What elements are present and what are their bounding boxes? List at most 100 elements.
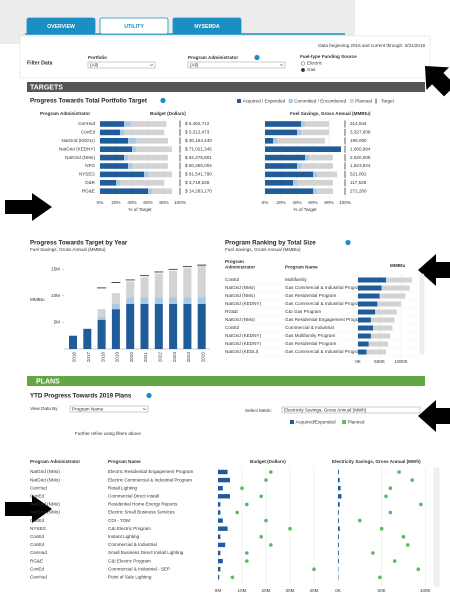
bar-segment (100, 154, 124, 161)
bar (338, 518, 339, 523)
tab[interactable] (26, 17, 96, 35)
info-icon[interactable] (146, 392, 152, 399)
bar (358, 349, 367, 355)
bar-segment (183, 297, 192, 304)
bar-segment (144, 171, 148, 178)
chart-title: Progress Towards Total Portfolio Target (30, 98, 147, 105)
value-label: $ 62,275,801 (185, 155, 212, 160)
bar-segment (265, 146, 341, 152)
dropdown-value: (All) (190, 62, 199, 67)
bar-segment (183, 268, 192, 298)
row-label: C&I Gas Program (285, 309, 321, 314)
x-tick-label: 60% (143, 200, 152, 205)
bar-segment (69, 335, 77, 349)
dropdown[interactable] (281, 406, 421, 414)
bar-segment (97, 319, 106, 349)
value-label: 2,520,005 (350, 155, 371, 160)
bar-segment (116, 180, 120, 186)
tab-label: UTILITY (124, 24, 144, 30)
filter-title: Filter Data (27, 60, 52, 66)
column-header: Program (225, 259, 244, 264)
bar-segment (197, 265, 206, 298)
planned-dot (259, 494, 264, 499)
bar-segment (100, 121, 124, 127)
row-label: RG&E (225, 309, 238, 314)
bar-segment (265, 163, 297, 169)
row-label: C&I Electric Program (108, 526, 151, 531)
bar-segment (120, 180, 164, 186)
scrollbar[interactable] (433, 467, 440, 587)
bar-segment (305, 121, 329, 127)
row-label: NatGrid (NMo) (30, 469, 60, 474)
row-label: NatGrid (KEDNY) (225, 301, 261, 306)
row-label: ConEd (30, 534, 44, 539)
dropdown[interactable] (87, 61, 156, 69)
bar (338, 550, 339, 556)
tab[interactable] (172, 17, 242, 35)
row-label: NatGrid (NMo) (30, 477, 60, 482)
bar (338, 558, 339, 564)
chart-title: Program Ranking by Total Size (225, 240, 316, 247)
x-tick-label: 2020 (129, 352, 134, 363)
info-icon[interactable] (254, 54, 260, 61)
bar-segment (197, 297, 206, 304)
bar (218, 550, 221, 556)
row-label: NatGrid (KEDLI) (62, 138, 96, 143)
bar-segment (140, 303, 149, 349)
bar-segment (301, 163, 333, 169)
planned-dot (371, 551, 375, 555)
x-tick-label: 0K (335, 588, 342, 593)
radio[interactable] (300, 61, 306, 66)
scrollbar[interactable] (419, 273, 425, 355)
bar-segment (140, 297, 149, 304)
bar-segment (97, 317, 106, 320)
row-label: Gas Commercial & Industrial Program (285, 301, 363, 306)
row-label: Residential Home Energy Reports (108, 502, 178, 507)
x-tick-label: 2019 (115, 352, 120, 363)
x-tick-label: 10M (238, 588, 247, 593)
legend-label: Planned (348, 420, 365, 425)
row-label: Retail Lighting (108, 485, 138, 490)
row-label: NatGrid (NMo) (225, 317, 255, 322)
x-tick-label: 40% (127, 200, 136, 205)
radio[interactable] (300, 67, 306, 73)
row-label: Gas Multifamily Program (285, 333, 335, 338)
bar-segment (265, 121, 301, 127)
bar (218, 486, 223, 491)
bar-segment (313, 188, 317, 194)
info-icon[interactable] (345, 239, 351, 246)
value-label: 3,327,006 (350, 130, 371, 135)
y-tick-label: 5M (54, 320, 61, 325)
tab[interactable] (99, 17, 169, 35)
planned-dot (264, 518, 268, 523)
planned-dot (388, 486, 393, 491)
bar (218, 502, 221, 507)
info-icon[interactable] (160, 97, 166, 104)
bar (338, 526, 340, 531)
dropdown[interactable] (187, 61, 286, 69)
value-label: $ 3,719,638 (185, 180, 210, 185)
bar (366, 349, 386, 355)
legend-label: Target (381, 99, 394, 104)
x-tick-label: 100% (339, 200, 351, 205)
arrow (5, 193, 52, 221)
bar (377, 301, 402, 307)
dropdown[interactable] (69, 405, 149, 413)
bar (358, 317, 371, 323)
value-label: $ 6,462,712 (185, 121, 210, 126)
chart-title: Progress Towards Target by Year (30, 240, 128, 247)
axis-title: % of Target (128, 207, 152, 212)
x-tick-label: 50K (378, 588, 387, 593)
row-label: Multifamily (285, 277, 307, 282)
row-label: ConEd (30, 542, 44, 547)
planned-dot (419, 502, 423, 507)
arrow (418, 254, 450, 286)
bar (218, 477, 230, 483)
row-label: Gas Residential Engagement Program (285, 317, 364, 322)
bar (338, 477, 340, 483)
x-tick-label: 500K (374, 359, 386, 364)
bar (218, 526, 228, 531)
planned-dot (379, 526, 384, 531)
x-tick-label: 0M (215, 588, 222, 593)
